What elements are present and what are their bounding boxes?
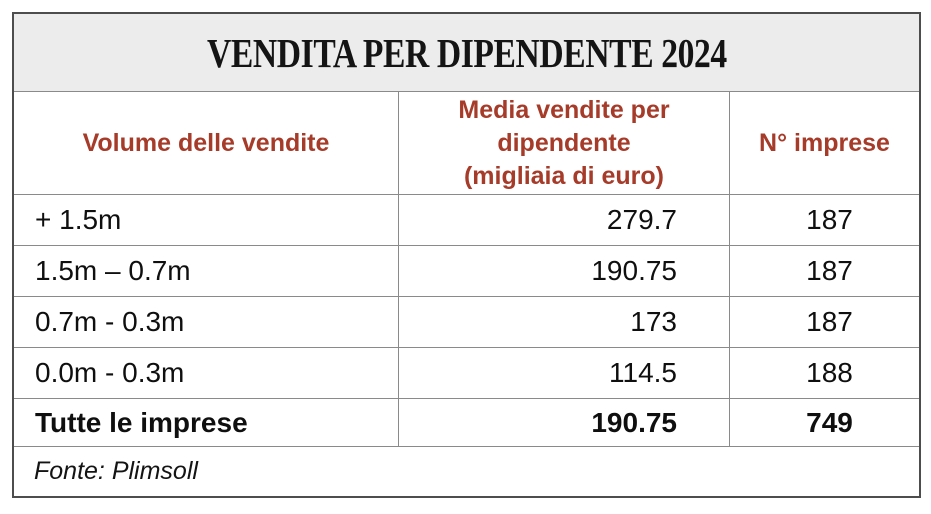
cell-volume: 1.5m – 0.7m xyxy=(35,255,191,286)
cell-media: 173 xyxy=(398,297,729,347)
table-title-bar: VENDITA PER DIPENDENTE 2024 xyxy=(14,14,919,92)
cell-media-total: 190.75 xyxy=(398,399,729,446)
column-header-media-line-3: (migliaia di euro) xyxy=(463,161,665,190)
table-title: VENDITA PER DIPENDENTE 2024 xyxy=(206,29,727,76)
column-header-n-imprese: N° imprese xyxy=(729,92,919,194)
cell-firms-total: 749 xyxy=(729,399,919,446)
sales-per-employee-table: VENDITA PER DIPENDENTE 2024 Volume delle… xyxy=(12,12,921,498)
cell-volume: + 1.5m xyxy=(35,204,122,235)
table-header-row: Volume delle vendite Media vendite per d… xyxy=(14,92,919,194)
table-source-row: Fonte: Plimsoll xyxy=(14,446,919,496)
cell-firms: 187 xyxy=(729,195,919,245)
table-row: 0.7m - 0.3m 173 187 xyxy=(14,296,919,347)
cell-firms: 188 xyxy=(729,348,919,398)
column-header-volume: Volume delle vendite xyxy=(82,128,330,157)
cell-volume: 0.0m - 0.3m xyxy=(35,357,185,388)
cell-firms: 187 xyxy=(729,246,919,296)
column-header-media-line-1: Media vendite per xyxy=(458,95,670,124)
table-row: 1.5m – 0.7m 190.75 187 xyxy=(14,245,919,296)
column-header-media-line-2: dipendente xyxy=(497,128,631,157)
table-row: + 1.5m 279.7 187 xyxy=(14,194,919,245)
cell-media: 279.7 xyxy=(398,195,729,245)
source-note: Fonte: Plimsoll xyxy=(34,457,198,485)
cell-media: 114.5 xyxy=(398,348,729,398)
cell-volume-total: Tutte le imprese xyxy=(35,406,248,438)
cell-media: 190.75 xyxy=(398,246,729,296)
cell-volume: 0.7m - 0.3m xyxy=(35,306,185,337)
table-row: 0.0m - 0.3m 114.5 188 xyxy=(14,347,919,398)
column-header-media-vendite: Media vendite per dipendente (migliaia d… xyxy=(398,92,729,194)
table-total-row: Tutte le imprese 190.75 749 xyxy=(14,398,919,446)
cell-firms: 187 xyxy=(729,297,919,347)
